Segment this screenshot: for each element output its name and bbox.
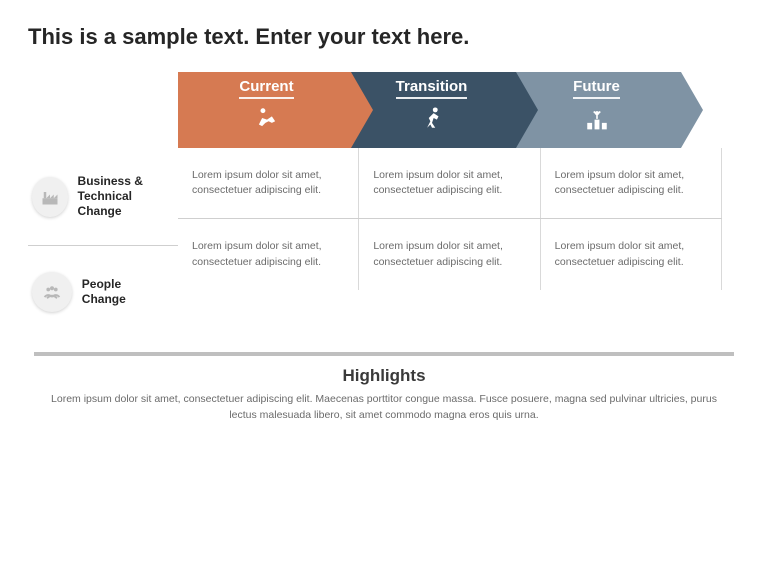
matrix-cell: Lorem ipsum dolor sit amet, consectetuer… (359, 148, 540, 218)
row-labels: Business &Technical Change People Change (28, 148, 178, 338)
phase-label: Transition (396, 78, 468, 99)
row-title: Business &Technical Change (78, 174, 168, 219)
matrix-grid: Lorem ipsum dolor sit amet, consectetuer… (178, 148, 722, 290)
row-label: Business &Technical Change (28, 148, 178, 245)
phase-label: Future (573, 78, 620, 99)
highlights-body: Lorem ipsum dolor sit amet, consectetuer… (28, 392, 740, 424)
people-icon (32, 272, 72, 312)
matrix-cell: Lorem ipsum dolor sit amet, consectetuer… (541, 148, 722, 218)
matrix-cell: Lorem ipsum dolor sit amet, consectetuer… (178, 219, 359, 289)
slide: This is a sample text. Enter your text h… (0, 0, 768, 576)
matrix-cell: Lorem ipsum dolor sit amet, consectetuer… (541, 219, 722, 289)
factory-icon (32, 177, 68, 217)
crawl-icon (178, 105, 355, 129)
phase-arrow-current: Current (178, 72, 373, 148)
matrix-cell: Lorem ipsum dolor sit amet, consectetuer… (359, 219, 540, 289)
matrix-cell: Lorem ipsum dolor sit amet, consectetuer… (178, 148, 359, 218)
phase-arrow-bar: Current Transition Future (178, 72, 740, 148)
slide-title: This is a sample text. Enter your text h… (28, 24, 740, 50)
highlights-title: Highlights (28, 366, 740, 386)
highlights-section: Highlights Lorem ipsum dolor sit amet, c… (28, 352, 740, 424)
row-title: People Change (82, 277, 168, 307)
highlights-rule (34, 352, 734, 356)
phase-label: Current (239, 78, 293, 99)
change-matrix: Current Transition Future Business &Techni… (28, 72, 740, 290)
row-label: People Change (28, 246, 178, 338)
